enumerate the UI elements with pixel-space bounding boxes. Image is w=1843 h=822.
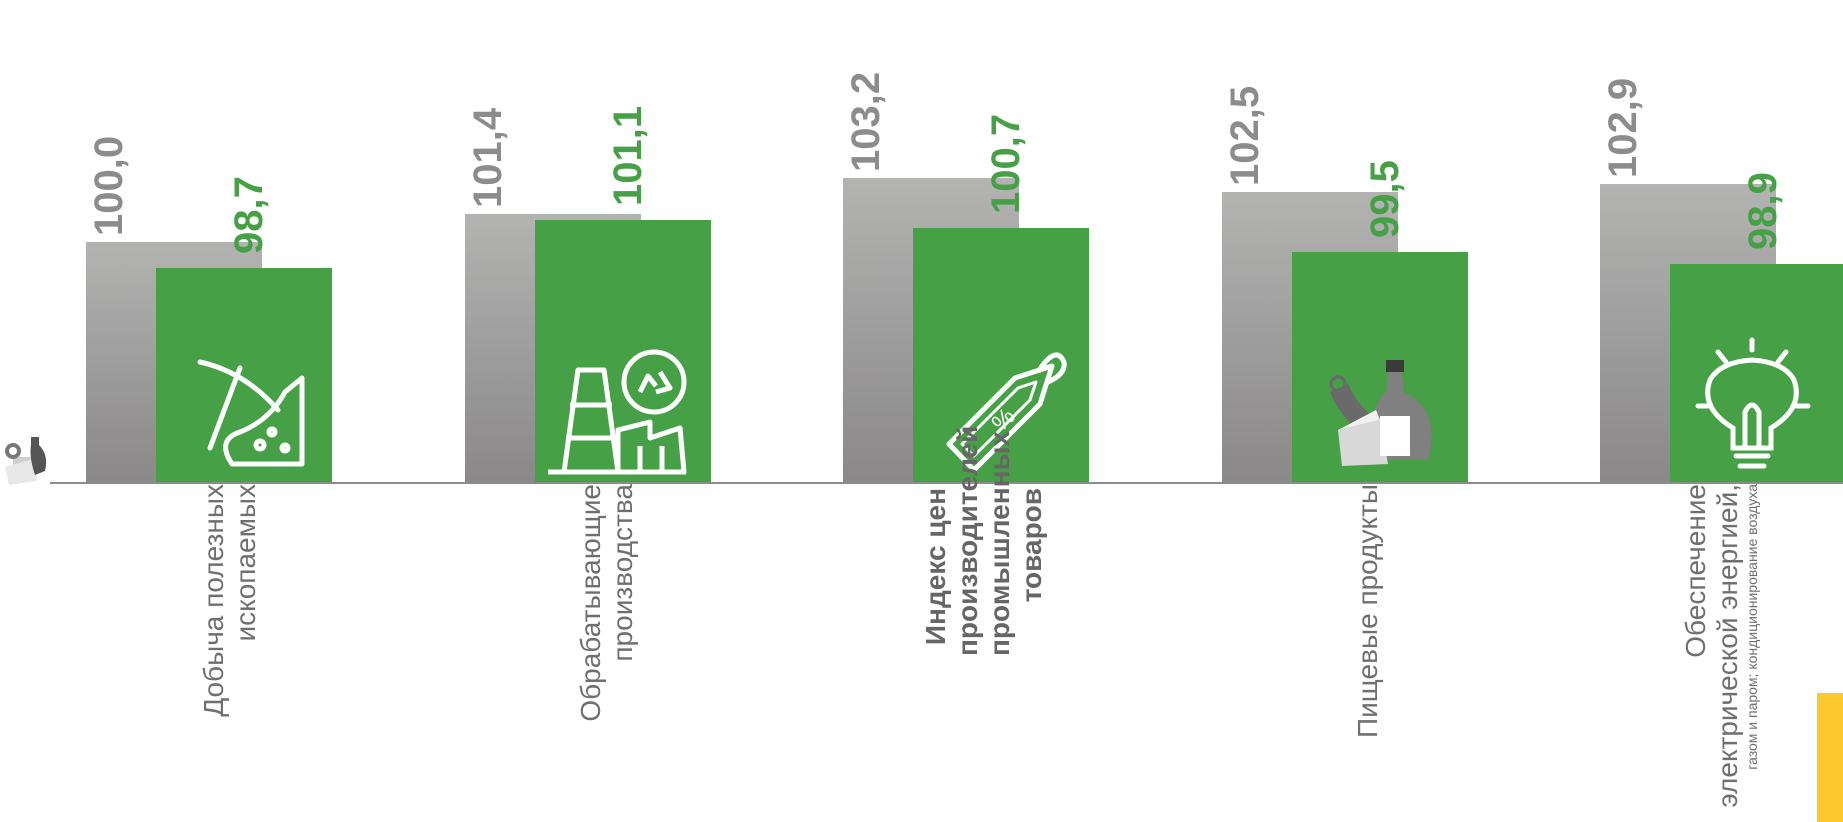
category-label-mining: Добыча полезных ископаемых xyxy=(198,484,261,717)
category-label-electricity-sub: газом и паром; кондиционирование воздуха xyxy=(1744,484,1760,770)
data-label-series-2-3: 99,5 xyxy=(1363,160,1407,238)
data-label-series-1-4: 102,9 xyxy=(1601,78,1645,178)
bar-series-2-1 xyxy=(535,220,711,482)
data-label-series-1-3: 102,5 xyxy=(1223,86,1267,186)
category-label-manufacturing: Обрабатывающие производства xyxy=(575,484,638,722)
data-label-series-2-2: 100,7 xyxy=(984,114,1028,214)
data-label-series-1-0: 100,0 xyxy=(87,136,131,236)
factory-recycle-icon xyxy=(548,349,687,475)
small-food-icon xyxy=(5,437,47,485)
category-label-ppi: Индекс цен производителей промышленных т… xyxy=(920,425,1047,656)
value-labels-layer: 100,0 98,7 101,4 101,1 103,2 100,7 102,5 99,5 10… xyxy=(87,72,1785,254)
lightbulb-icon xyxy=(1695,337,1811,469)
data-label-series-2-0: 98,7 xyxy=(227,176,271,254)
bar-series-2-0 xyxy=(156,268,332,482)
accent-tab xyxy=(1817,693,1843,822)
data-label-series-2-4: 98,9 xyxy=(1741,172,1785,250)
data-label-series-2-1: 101,1 xyxy=(606,106,650,206)
data-label-series-1-1: 101,4 xyxy=(466,107,510,208)
data-label-series-1-2: 103,2 xyxy=(844,72,888,172)
category-label-electricity: Обеспечение электрической энергией, газо… xyxy=(1680,480,1760,822)
pickaxe-icon xyxy=(197,359,305,467)
food-products-icon xyxy=(1329,360,1432,466)
category-label-food: Пищевые продукты xyxy=(1352,484,1383,738)
